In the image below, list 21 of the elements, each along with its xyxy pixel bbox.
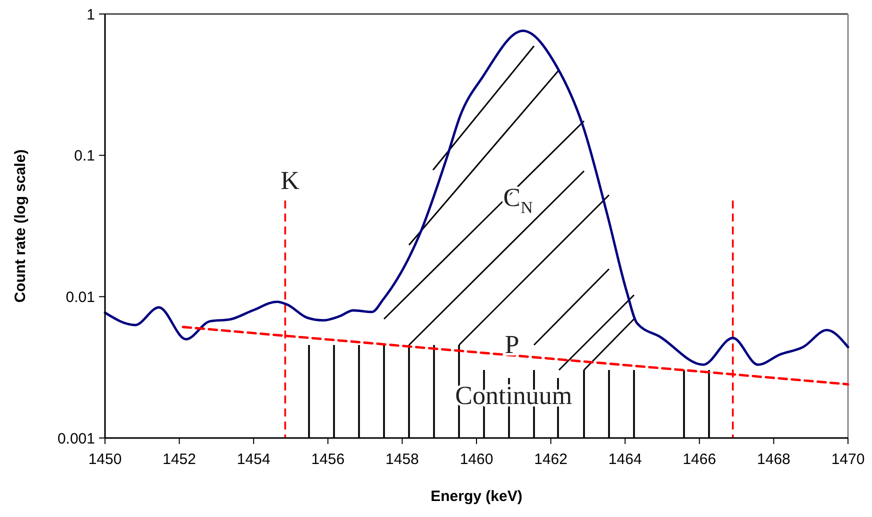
x-tick-label: 1462 (534, 451, 568, 468)
line-series (104, 30, 850, 366)
x-tick-label: 1450 (88, 451, 122, 468)
y-tick-label: 0.1 (74, 148, 95, 165)
x-tick-label: 1452 (162, 451, 196, 468)
x-tick-label: 1466 (682, 451, 716, 468)
x-axis-title: Energy (keV) (430, 488, 522, 505)
x-tick-label: 1454 (236, 451, 270, 468)
x-tick-label: 1464 (608, 451, 642, 468)
x-tick-label: 1468 (757, 451, 790, 468)
y-axis-title: Count rate (log scale) (12, 149, 29, 303)
annotation: C$_{N}$ (503, 182, 533, 218)
y-tick-label: 0.001 (57, 430, 95, 448)
annotation: K (280, 166, 300, 195)
x-tick-label: 1460 (460, 451, 494, 468)
annotation: P (504, 330, 520, 359)
x-tick-label: 1470 (831, 451, 865, 468)
x-tick-label: 1458 (386, 451, 419, 468)
x-tick-label: 1456 (311, 451, 345, 468)
y-tick-label: 0.01 (66, 288, 95, 306)
y-tick-label: 1 (86, 6, 95, 24)
